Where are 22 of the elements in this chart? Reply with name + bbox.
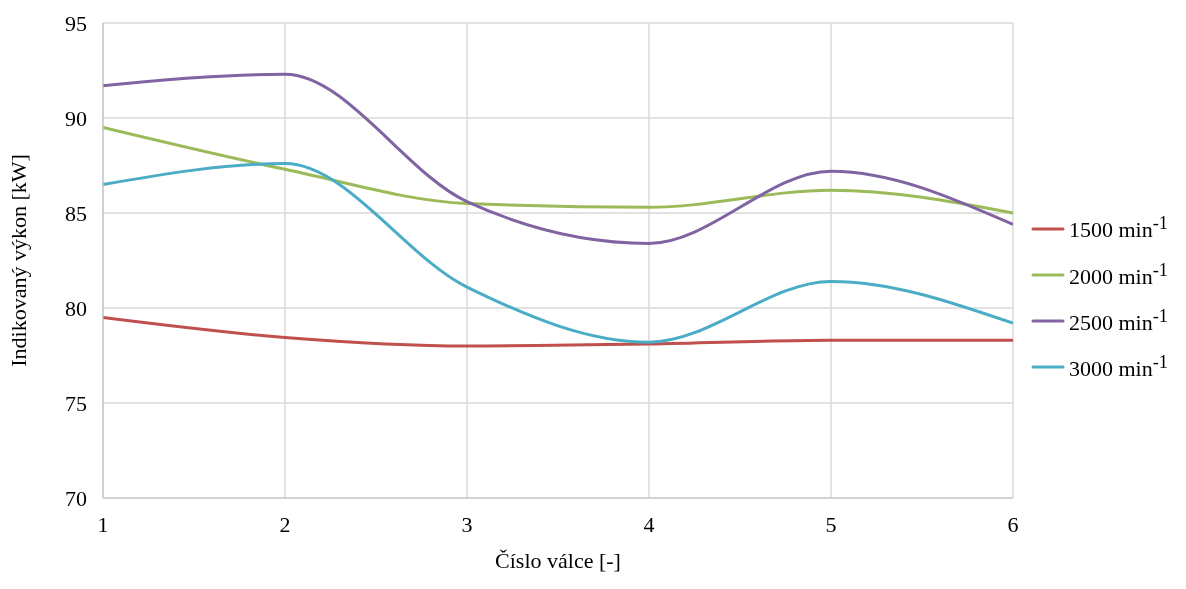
y-tick-label: 80	[65, 295, 87, 321]
x-tick-label: 6	[1007, 511, 1019, 537]
legend-label: 2000 min$^{-1}$	[1068, 259, 1168, 290]
legend-label: 3000 min$^{-1}$	[1068, 352, 1168, 383]
y-tick-label: 95	[65, 10, 87, 36]
x-tick-label: 2	[279, 511, 291, 537]
x-tick-label: 1	[97, 511, 109, 537]
x-tick-label: 4	[643, 511, 655, 537]
line-series	[103, 72, 1013, 245]
y-tick-label: 70	[65, 485, 87, 511]
legend-label: 1500 min$^{-1}$	[1068, 213, 1168, 244]
x-tick-label: 5	[825, 511, 837, 537]
x-tick-label: 3	[461, 511, 473, 537]
x-axis-title: Číslo válce [-]	[495, 548, 621, 573]
line-series	[103, 162, 1013, 344]
line-series	[103, 126, 1013, 215]
legend-label: 2500 min$^{-1}$	[1068, 306, 1168, 337]
y-tick-label: 90	[65, 105, 87, 131]
y-tick-label: 85	[65, 200, 87, 226]
y-tick-label: 75	[65, 390, 87, 416]
y-axis-title: Indikovaný výkon [kW]	[5, 154, 31, 367]
line-series	[103, 316, 1013, 348]
